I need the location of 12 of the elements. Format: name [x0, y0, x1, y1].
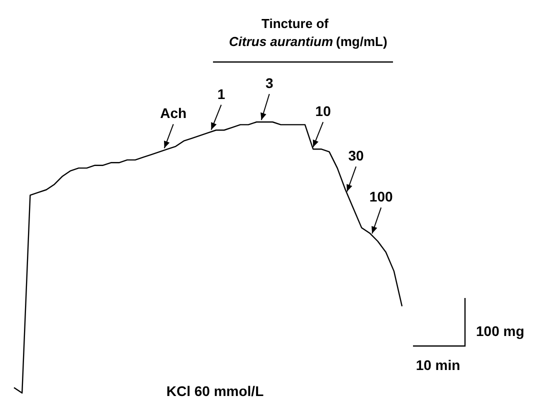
text: 1 — [217, 86, 226, 102]
annotation: 30 — [348, 148, 364, 164]
text: 100 mg — [476, 323, 524, 339]
annotation: KCl 60 mmol/L — [166, 383, 264, 399]
annotation: 100 — [369, 188, 393, 205]
text: (mg/mL) — [336, 34, 388, 49]
text: Ach — [160, 105, 187, 122]
text: 10 min — [416, 357, 460, 373]
text: Tincture of — [262, 16, 330, 31]
text: 3 — [265, 75, 274, 91]
text: Citrus aurantium — [228, 34, 334, 49]
text: 10 — [315, 103, 332, 120]
